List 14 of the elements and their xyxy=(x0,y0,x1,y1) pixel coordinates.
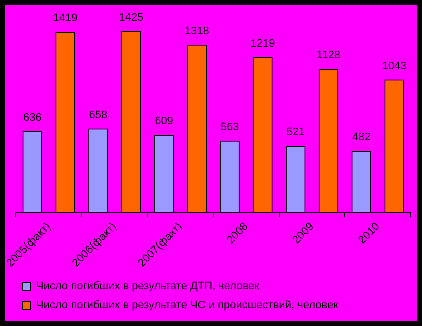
data-label: 636 xyxy=(23,112,42,124)
data-label: 482 xyxy=(352,132,371,144)
data-label: 1419 xyxy=(53,12,78,25)
data-label: 521 xyxy=(286,126,306,139)
data-label: 658 xyxy=(89,109,108,122)
data-label: 609 xyxy=(155,116,174,128)
data-label: 1219 xyxy=(250,38,276,50)
data-label: 1425 xyxy=(119,12,144,24)
data-label: 1318 xyxy=(184,25,210,38)
legend-label: Число погибших в результате ЧС и происшествий, человек xyxy=(36,300,339,312)
data-label: 1128 xyxy=(316,50,341,62)
data-label: 563 xyxy=(220,121,240,134)
legend-label: Число погибших в результате ДТП, человек xyxy=(36,280,260,293)
data-label: 1043 xyxy=(382,60,407,72)
